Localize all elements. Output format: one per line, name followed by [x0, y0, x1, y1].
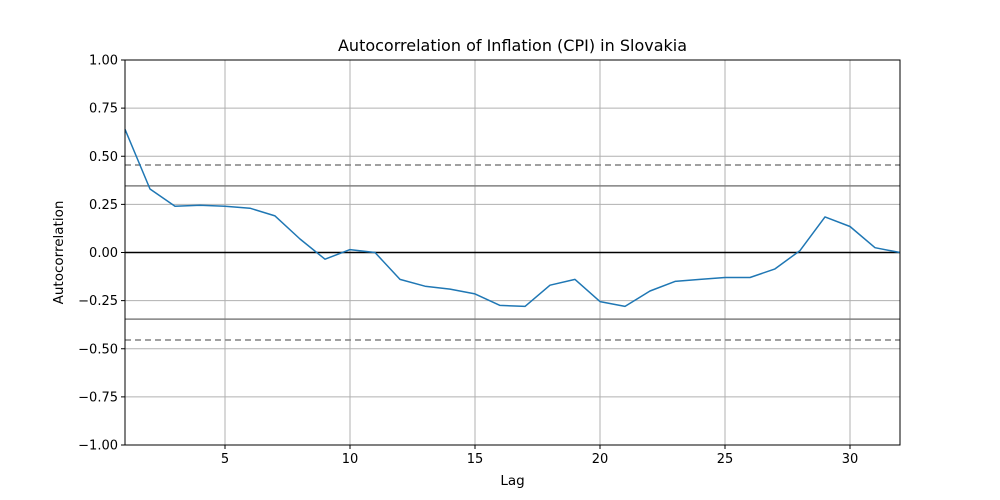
y-tick-label: −0.50: [78, 342, 118, 357]
x-tick-label: 25: [717, 452, 734, 467]
acf-series-line: [124, 129, 901, 308]
x-tick-label: 5: [221, 452, 229, 467]
y-tick-label: 0.50: [89, 150, 118, 165]
y-tick-label: −1.00: [78, 439, 118, 454]
y-axis-label: Autocorrelation: [51, 201, 67, 305]
reference-lines: [125, 164, 900, 341]
y-axis-ticks: −1.00 −0.75 −0.50 −0.25 0.00 0.25 0.50 0.75 1.00: [78, 54, 125, 454]
x-tick-label: 15: [467, 452, 484, 467]
x-tick-label: 10: [342, 452, 359, 467]
y-tick-label: 0.75: [89, 102, 118, 117]
y-tick-label: −0.75: [78, 390, 118, 405]
x-tick-label: 30: [842, 452, 859, 467]
series-group: [124, 129, 901, 308]
x-axis-ticks: 5 10 15 20 25 30: [221, 445, 858, 467]
x-axis-label: Lag: [500, 473, 524, 489]
chart-title: Autocorrelation of Inflation (CPI) in Sl…: [338, 36, 687, 55]
y-tick-label: 1.00: [89, 54, 118, 69]
x-tick-label: 20: [592, 452, 609, 467]
y-tick-label: 0.00: [89, 246, 118, 261]
y-tick-label: 0.25: [89, 198, 118, 213]
y-tick-label: −0.25: [78, 294, 118, 309]
